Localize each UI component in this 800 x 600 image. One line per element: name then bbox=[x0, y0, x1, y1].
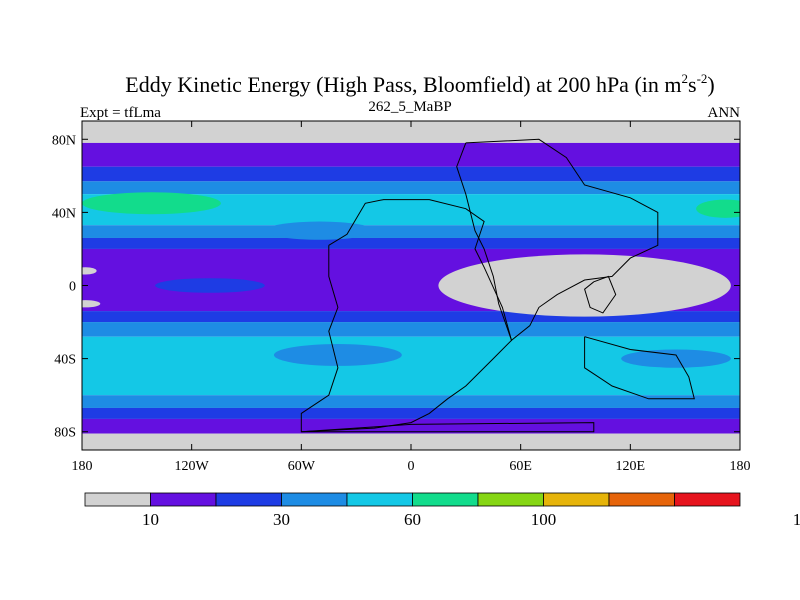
contour-band-0 bbox=[82, 121, 740, 143]
contour-band-11 bbox=[82, 395, 740, 408]
x-tick-label-1: 120W bbox=[175, 459, 210, 474]
colorbar-box-1 bbox=[150, 492, 217, 507]
contour-band-10 bbox=[82, 336, 740, 396]
coastline-0 bbox=[300, 199, 513, 433]
title-units-base: s bbox=[688, 72, 697, 97]
contour-band-9 bbox=[82, 322, 740, 337]
colorbar-box-2 bbox=[215, 492, 282, 507]
y-tick-label-0: 80N bbox=[52, 133, 76, 148]
contour-band-12 bbox=[82, 407, 740, 419]
contour-band-6 bbox=[82, 237, 740, 249]
coastline-2 bbox=[584, 336, 695, 400]
colorbar-box-8 bbox=[608, 492, 675, 507]
contour-band-14 bbox=[82, 433, 740, 450]
contour-band-5 bbox=[82, 225, 740, 238]
colorbar-box-4 bbox=[346, 492, 413, 507]
x-tick-label-0: 180 bbox=[72, 459, 93, 474]
contour-feature-7 bbox=[273, 343, 402, 366]
colorbar-box-7 bbox=[543, 492, 610, 507]
contour-band-1 bbox=[82, 142, 740, 167]
contour-feature-2 bbox=[155, 278, 265, 293]
title-close: ) bbox=[707, 72, 714, 97]
coastline-3 bbox=[301, 422, 595, 433]
coastline-1 bbox=[456, 138, 659, 342]
colorbar-label-0: 10 bbox=[142, 510, 159, 529]
colorbar-label-4: 180 bbox=[793, 510, 800, 529]
axis-ticks: 180 120W 60W 0 60E 120E 180 80N 40N 0 40S 80S bbox=[52, 121, 751, 474]
contour-feature-3 bbox=[82, 267, 97, 275]
title-sup-1: 2 bbox=[682, 71, 689, 86]
title-sup-2: -2 bbox=[697, 71, 708, 86]
y-tick-label-4: 80S bbox=[54, 426, 76, 441]
subtitle-center: 262_5_MaBP bbox=[368, 99, 451, 115]
colorbar: 10 30 60 100 180 bbox=[84, 492, 800, 529]
coastline-4 bbox=[584, 275, 617, 314]
colorbar-label-3: 100 bbox=[531, 510, 557, 529]
contour-band-8 bbox=[82, 311, 740, 323]
contour-feature-1 bbox=[696, 199, 740, 218]
contour-feature-4 bbox=[82, 300, 101, 308]
x-tick-label-5: 120E bbox=[616, 459, 646, 474]
x-tick-label-3: 0 bbox=[408, 459, 415, 474]
colorbar-box-0 bbox=[84, 492, 151, 507]
coastlines bbox=[300, 138, 695, 433]
subtitle-left: Expt = tfLma bbox=[80, 105, 161, 121]
subtitle-right: ANN bbox=[708, 105, 741, 121]
colorbar-box-9 bbox=[674, 492, 741, 507]
contour-feature-0 bbox=[82, 192, 221, 215]
x-tick-label-2: 60W bbox=[288, 459, 316, 474]
y-tick-label-3: 40S bbox=[54, 353, 76, 368]
contour-feature-8 bbox=[621, 349, 731, 368]
y-tick-label-1: 40N bbox=[52, 206, 76, 221]
colorbar-box-5 bbox=[412, 492, 479, 507]
contour-feature-6 bbox=[264, 221, 375, 240]
contour-feature-5 bbox=[438, 254, 731, 317]
chart-title: Eddy Kinetic Energy (High Pass, Bloomfie… bbox=[125, 71, 714, 97]
contour-band-3 bbox=[82, 181, 740, 195]
colorbar-label-2: 60 bbox=[404, 510, 421, 529]
colorbar-box-3 bbox=[281, 492, 348, 507]
x-tick-label-6: 180 bbox=[730, 459, 751, 474]
contour-band-2 bbox=[82, 166, 740, 182]
title-main: Eddy Kinetic Energy (High Pass, Bloomfie… bbox=[125, 72, 681, 97]
y-tick-label-2: 0 bbox=[69, 280, 76, 295]
colorbar-box-6 bbox=[477, 492, 544, 507]
colorbar-label-1: 30 bbox=[273, 510, 290, 529]
x-tick-label-4: 60E bbox=[509, 459, 532, 474]
contour-fill bbox=[82, 121, 740, 450]
